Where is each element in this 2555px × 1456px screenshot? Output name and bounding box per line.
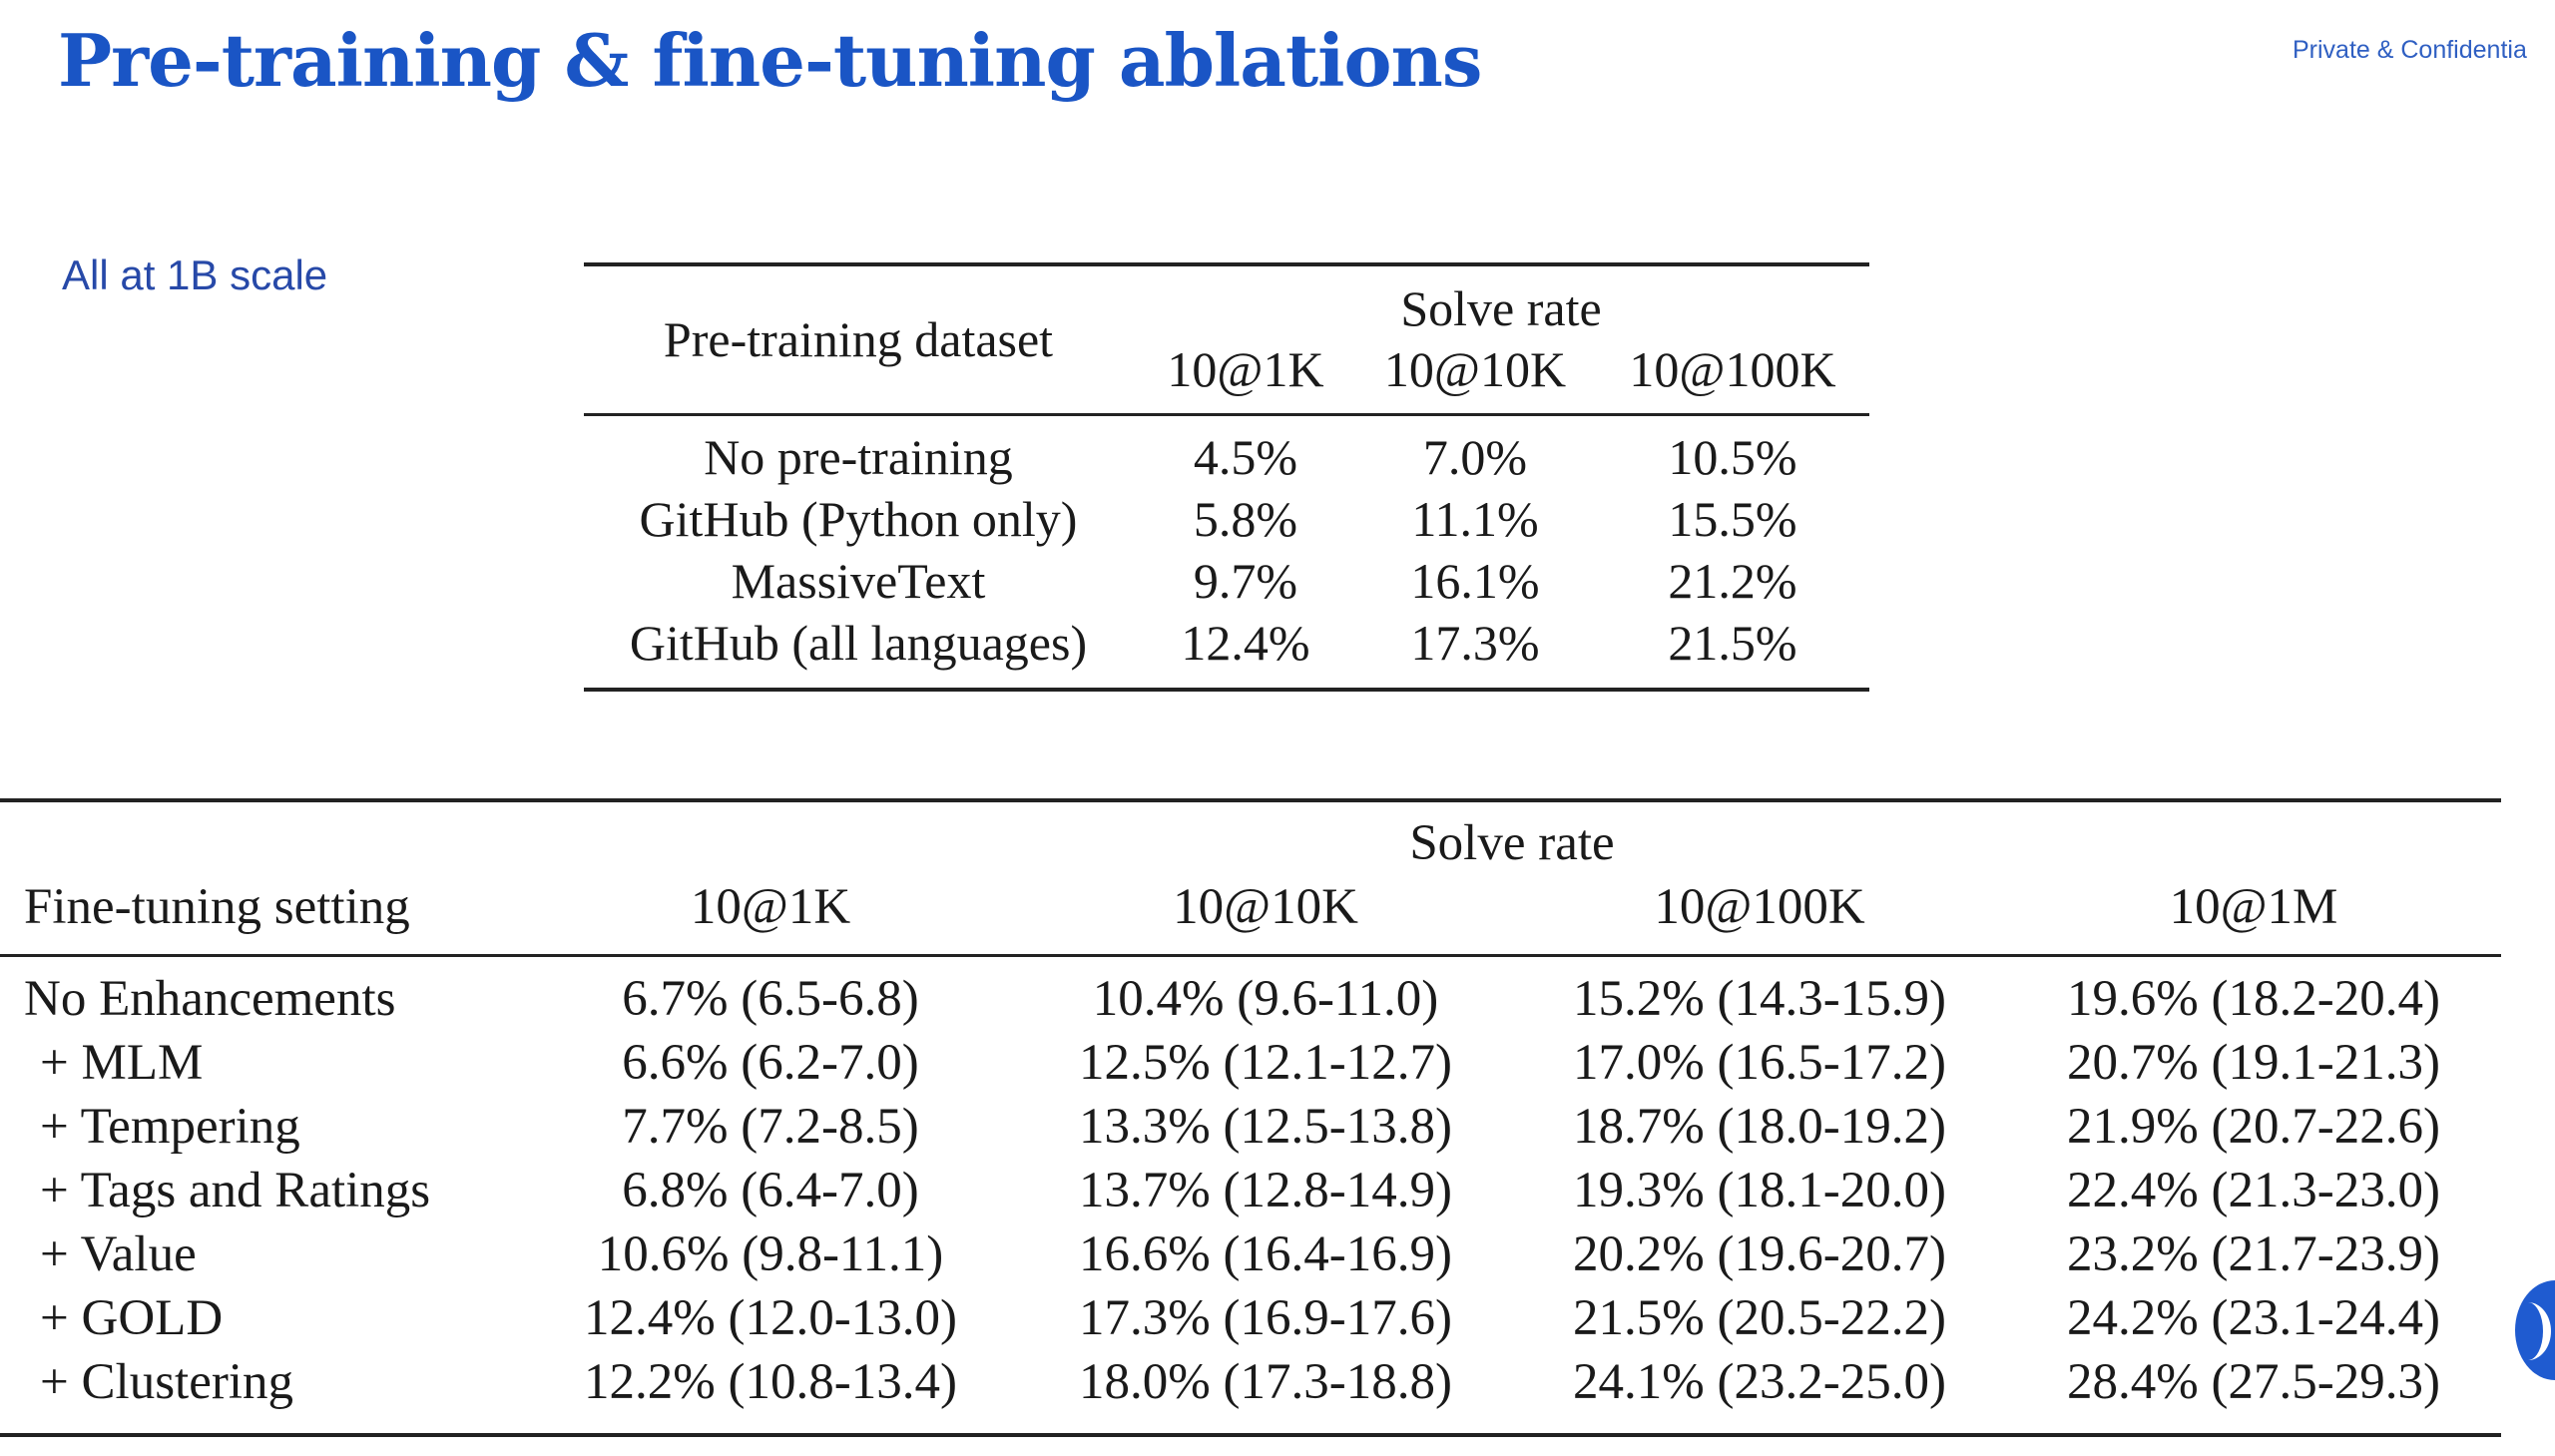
cell-value: 18.7% (18.0-19.2) bbox=[1573, 1099, 1946, 1155]
cell-value: 9.7% bbox=[1193, 553, 1298, 609]
cell-value: 12.2% (10.8-13.4) bbox=[584, 1354, 957, 1410]
pretraining-mid-rule bbox=[584, 413, 1869, 416]
cell-value: 6.7% (6.5-6.8) bbox=[622, 971, 919, 1027]
row-label: + MLM bbox=[40, 1035, 204, 1091]
cell-value: 19.3% (18.1-20.0) bbox=[1573, 1163, 1946, 1218]
cell-value: 21.5% (20.5-22.2) bbox=[1573, 1290, 1946, 1346]
cell-value: 18.0% (17.3-18.8) bbox=[1079, 1354, 1452, 1410]
cell-value: 28.4% (27.5-29.3) bbox=[2067, 1354, 2440, 1410]
cell-value: 7.7% (7.2-8.5) bbox=[622, 1099, 919, 1155]
pretraining-bottom-rule bbox=[584, 688, 1869, 692]
row-label: + GOLD bbox=[40, 1290, 224, 1346]
finetuning-col-header: 10@1M bbox=[2169, 879, 2338, 935]
cell-value: 22.4% (21.3-23.0) bbox=[2067, 1163, 2440, 1218]
cell-value: 13.7% (12.8-14.9) bbox=[1079, 1163, 1452, 1218]
cell-value: 10.4% (9.6-11.0) bbox=[1092, 971, 1439, 1027]
row-label: + Tags and Ratings bbox=[40, 1163, 431, 1218]
pretraining-col-header: 10@10K bbox=[1383, 341, 1567, 397]
finetuning-group-header: Solve rate bbox=[1409, 815, 1615, 871]
scale-note: All at 1B scale bbox=[62, 251, 328, 298]
cell-value: 5.8% bbox=[1193, 491, 1298, 547]
pretraining-col-header: 10@1K bbox=[1167, 341, 1324, 397]
cell-value: 16.6% (16.4-16.9) bbox=[1079, 1226, 1452, 1282]
cell-value: 20.7% (19.1-21.3) bbox=[2067, 1035, 2440, 1091]
row-label: GitHub (all languages) bbox=[629, 615, 1088, 671]
cell-value: 12.4% bbox=[1181, 615, 1310, 671]
cell-value: 21.2% bbox=[1668, 553, 1797, 609]
finetuning-bottom-rule bbox=[0, 1433, 2501, 1437]
cell-value: 10.6% (9.8-11.1) bbox=[597, 1226, 944, 1282]
confidentiality-label: Private & Confidentia bbox=[2293, 36, 2527, 64]
cell-value: 24.1% (23.2-25.0) bbox=[1573, 1354, 1946, 1410]
row-label: + Tempering bbox=[40, 1099, 300, 1155]
cell-value: 17.3% bbox=[1410, 615, 1540, 671]
finetuning-col-header: 10@100K bbox=[1654, 879, 1865, 935]
cell-value: 6.6% (6.2-7.0) bbox=[622, 1035, 919, 1091]
cell-value: 6.8% (6.4-7.0) bbox=[622, 1163, 919, 1218]
row-label: + Value bbox=[40, 1226, 197, 1282]
cell-value: 15.2% (14.3-15.9) bbox=[1573, 971, 1946, 1027]
cell-value: 20.2% (19.6-20.7) bbox=[1573, 1226, 1946, 1282]
cell-value: 12.4% (12.0-13.0) bbox=[584, 1290, 957, 1346]
cell-value: 16.1% bbox=[1410, 553, 1540, 609]
cell-value: 4.5% bbox=[1193, 429, 1298, 485]
cell-value: 10.5% bbox=[1668, 429, 1797, 485]
cell-value: 23.2% (21.7-23.9) bbox=[2067, 1226, 2440, 1282]
pretraining-group-header: Solve rate bbox=[1400, 280, 1602, 336]
row-label: + Clustering bbox=[40, 1354, 294, 1410]
cell-value: 19.6% (18.2-20.4) bbox=[2067, 971, 2440, 1027]
cell-value: 21.9% (20.7-22.6) bbox=[2067, 1099, 2440, 1155]
finetuning-top-rule bbox=[0, 798, 2501, 802]
cell-value: 12.5% (12.1-12.7) bbox=[1079, 1035, 1452, 1091]
finetuning-col-header: 10@1K bbox=[690, 879, 851, 935]
cell-value: 17.3% (16.9-17.6) bbox=[1079, 1290, 1452, 1346]
finetuning-col-header: 10@10K bbox=[1173, 879, 1358, 935]
finetuning-row-header: Fine-tuning setting bbox=[24, 879, 410, 935]
row-label: MassiveText bbox=[731, 553, 986, 609]
cell-value: 15.5% bbox=[1668, 491, 1797, 547]
cell-value: 7.0% bbox=[1422, 429, 1528, 485]
pretraining-top-rule bbox=[584, 262, 1869, 266]
pretraining-row-header: Pre-training dataset bbox=[663, 311, 1054, 367]
logo-arc-icon bbox=[2505, 1302, 2551, 1360]
slide-title: Pre-training & fine-tuning ablations bbox=[58, 18, 1482, 103]
finetuning-mid-rule bbox=[0, 954, 2501, 957]
cell-value: 11.1% bbox=[1411, 491, 1539, 547]
cell-value: 21.5% bbox=[1668, 615, 1797, 671]
row-label: No Enhancements bbox=[24, 971, 396, 1027]
cell-value: 17.0% (16.5-17.2) bbox=[1573, 1035, 1946, 1091]
row-label: No pre-training bbox=[704, 429, 1013, 485]
row-label: GitHub (Python only) bbox=[639, 491, 1078, 547]
cell-value: 13.3% (12.5-13.8) bbox=[1079, 1099, 1452, 1155]
cell-value: 24.2% (23.1-24.4) bbox=[2067, 1290, 2440, 1346]
pretraining-col-header: 10@100K bbox=[1629, 341, 1836, 397]
